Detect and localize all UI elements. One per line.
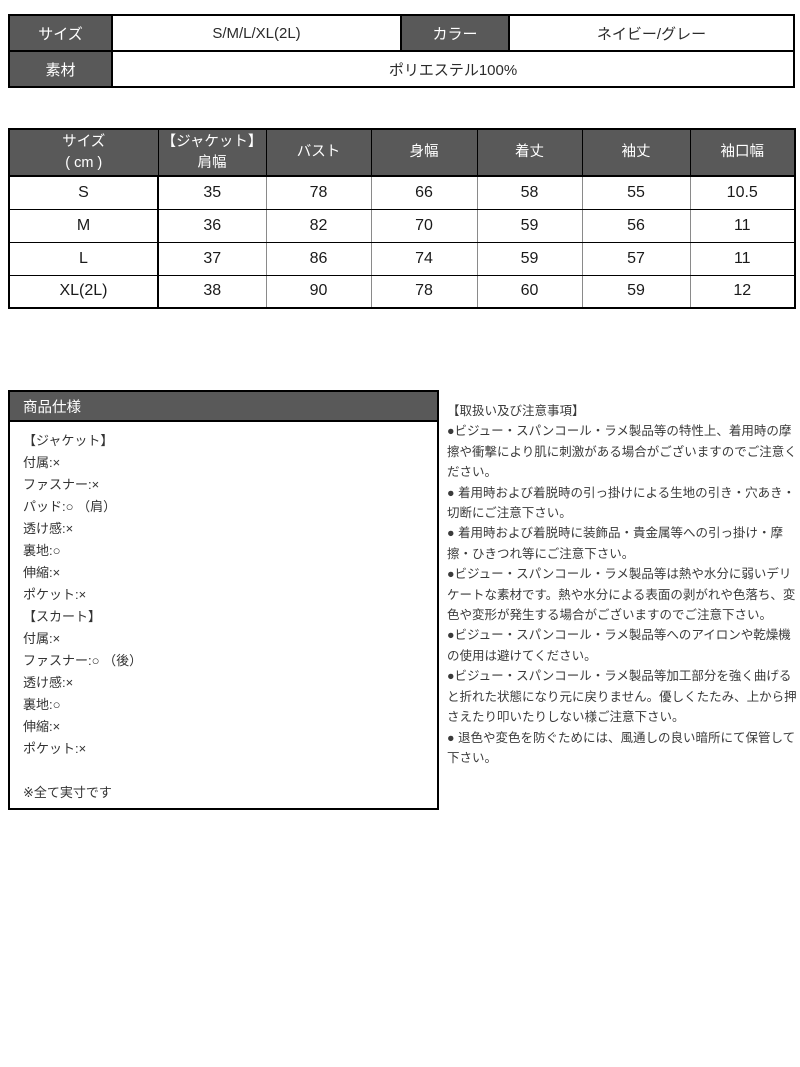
product-spec-box: 商品仕様 【ジャケット】 付属:× ファスナー:× パッド:○ （肩） 透け感:… [8,390,439,810]
spec-line: ファスナー:× [23,477,100,492]
measurement-cell: 86 [265,241,372,276]
spec-line: 透け感:× [23,521,74,536]
measurement-cell: 12 [689,274,796,309]
spec-line-skirt-header: 【スカート】 [23,609,102,624]
header-jacket-shoulder: 【ジャケット】 肩幅 [157,128,267,177]
header-sleeve-length: 袖丈 [581,128,691,177]
measurement-cell: 36 [157,208,267,243]
measurement-cell: 57 [581,241,691,276]
measurement-cell: 59 [476,241,583,276]
measurement-cell: 74 [370,241,478,276]
note-item: ●ビジュー・スパンコール・ラメ製品等の特性上、着用時の摩擦や衝撃により肌に刺激が… [447,424,797,480]
size-cell: XL(2L) [8,274,159,309]
note-item: ●ビジュー・スパンコール・ラメ製品等は熱や水分に弱いデリケートな素材です。熱や水… [447,567,796,623]
measurement-cell: 38 [157,274,267,309]
measurement-cell: 59 [476,208,583,243]
table-row-s: S 35 78 66 58 55 10.5 [8,175,796,210]
info-row-material: 素材 ポリエステル100% [8,50,795,88]
spec-line: 裏地:○ [23,697,61,712]
header-size-cm: サイズ ( cm ) [8,128,159,177]
measurement-cell: 59 [581,274,691,309]
header-length: 着丈 [476,128,583,177]
spec-actual-size-note: ※全て実寸です [23,785,112,800]
color-value-cell: ネイビー/グレー [508,14,795,52]
size-cell: S [8,175,159,210]
spec-line: 伸縮:× [23,719,61,734]
spec-line: 伸縮:× [23,565,61,580]
spec-line-jacket-header: 【ジャケット】 [23,433,114,448]
size-label-cell: サイズ [8,14,113,52]
measurement-cell: 55 [581,175,691,210]
spec-line: 透け感:× [23,675,74,690]
spec-line: ファスナー:○ （後） [23,653,143,668]
size-value-cell: S/M/L/XL(2L) [111,14,402,52]
color-label-cell: カラー [400,14,510,52]
measurements-header-row: サイズ ( cm ) 【ジャケット】 肩幅 バスト 身幅 着丈 袖丈 袖口幅 [8,128,796,177]
note-item: ● 着用時および着脱時に装飾品・貴金属等への引っ掛け・摩擦・ひきつれ等にご注意下… [447,526,784,561]
spec-line: ポケット:× [23,741,87,756]
measurement-cell: 78 [265,175,372,210]
spec-line: 付属:× [23,455,61,470]
measurement-cell: 58 [476,175,583,210]
note-item: ●ビジュー・スパンコール・ラメ製品等加工部分を強く曲げると折れた状態になり元に戻… [447,669,797,725]
info-row-size-color: サイズ S/M/L/XL(2L) カラー ネイビー/グレー [8,14,795,52]
table-row-m: M 36 82 70 59 56 11 [8,208,796,243]
material-value-cell: ポリエステル100% [111,50,795,88]
measurement-cell: 56 [581,208,691,243]
spec-line: 付属:× [23,631,61,646]
spec-line: 裏地:○ [23,543,61,558]
table-row-l: L 37 86 74 59 57 11 [8,241,796,276]
material-label-cell: 素材 [8,50,113,88]
measurement-cell: 90 [265,274,372,309]
spec-blank-line [23,760,425,782]
table-row-xl: XL(2L) 38 90 78 60 59 12 [8,274,796,309]
measurement-cell: 11 [689,241,796,276]
spec-box-title: 商品仕様 [10,392,437,422]
handling-notes: 【取扱い及び注意事項】 ●ビジュー・スパンコール・ラメ製品等の特性上、着用時の摩… [447,401,797,768]
header-body-width: 身幅 [370,128,478,177]
measurement-cell: 70 [370,208,478,243]
size-cell: M [8,208,159,243]
measurement-cell: 78 [370,274,478,309]
measurement-cell: 35 [157,175,267,210]
measurement-cell: 11 [689,208,796,243]
note-item: ● 退色や変色を防ぐためには、風通しの良い暗所にて保管して下さい。 [447,730,796,765]
measurement-cell: 60 [476,274,583,309]
measurement-cell: 82 [265,208,372,243]
header-cuff-width: 袖口幅 [689,128,796,177]
notes-title: 【取扱い及び注意事項】 [447,404,585,418]
spec-line: ポケット:× [23,587,87,602]
measurements-table: サイズ ( cm ) 【ジャケット】 肩幅 バスト 身幅 着丈 袖丈 袖口幅 S… [8,128,796,309]
note-item: ●ビジュー・スパンコール・ラメ製品等へのアイロンや乾燥機の使用は避けてください。 [447,628,791,663]
spec-box-content: 【ジャケット】 付属:× ファスナー:× パッド:○ （肩） 透け感:× 裏地:… [10,422,437,804]
spec-line: パッド:○ （肩） [23,499,117,514]
size-cell: L [8,241,159,276]
header-bust: バスト [265,128,372,177]
measurement-cell: 66 [370,175,478,210]
note-item: ● 着用時および着脱時の引っ掛けによる生地の引き・穴あき・切断にご注意下さい。 [447,485,796,521]
product-info-table: サイズ S/M/L/XL(2L) カラー ネイビー/グレー 素材 ポリエステル1… [8,14,795,88]
measurement-cell: 37 [157,241,267,276]
measurement-cell: 10.5 [689,175,796,210]
